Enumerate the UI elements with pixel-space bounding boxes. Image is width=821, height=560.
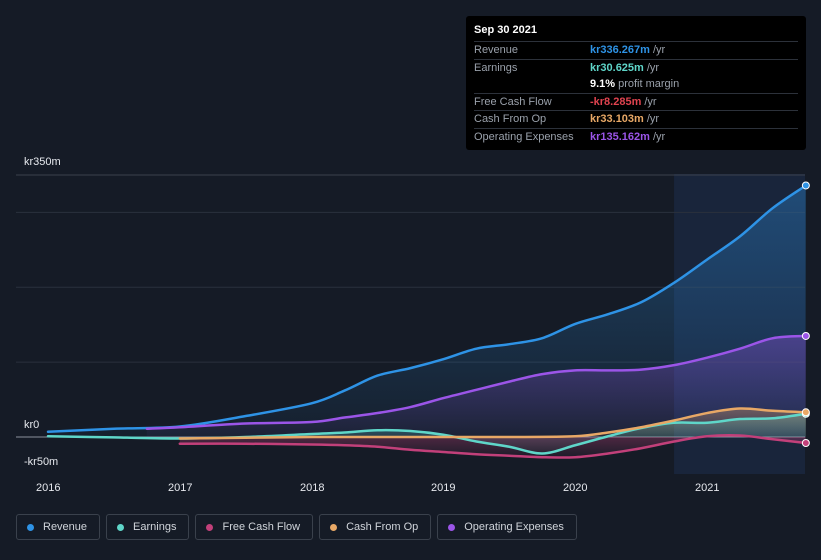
cash-from-op-end-marker: [801, 408, 810, 417]
legend-label: Earnings: [133, 521, 177, 533]
legend-dot: [448, 523, 456, 531]
x-axis-label-2021: 2021: [695, 482, 720, 494]
legend-item-revenue[interactable]: Revenue: [16, 514, 101, 540]
x-axis-label-2017: 2017: [168, 482, 193, 494]
legend-item-operating-expenses[interactable]: Operating Expenses: [437, 514, 577, 540]
revenue-end-marker: [801, 181, 810, 190]
legend-label: Revenue: [43, 521, 88, 533]
legend-label: Cash From Op: [346, 521, 419, 533]
tooltip-value: kr30.625m: [590, 61, 644, 74]
tooltip-unit: /yr: [652, 130, 666, 143]
x-axis-label-2016: 2016: [36, 482, 61, 494]
tooltip-row-cash-from-op: Cash From Op kr33.103m /yr: [474, 111, 798, 129]
y-axis-label-top: kr350m: [24, 156, 61, 168]
free-cash-flow-line: [178, 434, 808, 459]
tooltip-value: 9.1%: [590, 78, 616, 90]
tooltip-label: Revenue: [474, 44, 519, 56]
legend-dot: [117, 523, 125, 531]
tooltip-row-free-cash-flow: Free Cash Flow -kr8.285m /yr: [474, 94, 798, 111]
tooltip-label: Cash From Op: [474, 113, 547, 125]
legend-label: Operating Expenses: [464, 521, 564, 533]
tooltip-row-operating-expenses: Operating Expenses kr135.162m /yr: [474, 129, 798, 146]
chart-legend: Revenue Earnings Free Cash Flow Cash Fro…: [16, 514, 577, 542]
legend-dot: [27, 523, 34, 531]
tooltip-label: Earnings: [474, 61, 518, 74]
cash-from-op-line: [178, 407, 808, 440]
tooltip-value: -kr8.285m: [590, 95, 642, 108]
legend-item-earnings[interactable]: Earnings: [106, 514, 190, 540]
data-tooltip: Sep 30 2021 Revenue kr336.267m /yr Earni…: [466, 16, 806, 150]
x-axis-label-2018: 2018: [300, 482, 325, 494]
tooltip-value: kr135.162m: [590, 130, 650, 143]
y-axis-label-bottom: -kr50m: [24, 456, 59, 468]
tooltip-unit: profit margin: [618, 78, 680, 90]
tooltip-label: Operating Expenses: [474, 130, 574, 143]
legend-label: Free Cash Flow: [222, 521, 301, 533]
tooltip-label: [474, 76, 590, 93]
tooltip-value: kr33.103m: [590, 113, 644, 125]
tooltip-unit: /yr: [646, 61, 660, 74]
legend-dot: [206, 523, 214, 531]
y-axis-label-zero: kr0: [24, 419, 40, 431]
x-axis-label-2019: 2019: [431, 482, 456, 494]
tooltip-date: Sep 30 2021: [474, 24, 798, 42]
tooltip-row-revenue: Revenue kr336.267m /yr: [474, 42, 798, 60]
tooltip-unit: /yr: [644, 95, 657, 108]
tooltip-label: Free Cash Flow: [474, 95, 552, 108]
legend-dot: [330, 523, 338, 531]
operating-expenses-end-marker: [801, 331, 810, 340]
operating-expenses-area: [146, 335, 806, 437]
cash-from-op-area: [179, 408, 806, 439]
tooltip-unit: /yr: [652, 44, 666, 56]
free-cash-flow-area: [179, 435, 806, 458]
tooltip-row-profit-margin: 9.1% profit margin: [474, 76, 798, 94]
revenue-line: [46, 184, 808, 434]
operating-expenses-line: [145, 334, 808, 431]
tooltip-unit: /yr: [646, 113, 660, 125]
free-cash-flow-end-marker: [801, 438, 810, 447]
legend-item-cash-from-op[interactable]: Cash From Op: [319, 514, 432, 540]
x-axis-label-2020: 2020: [563, 482, 588, 494]
legend-item-free-cash-flow[interactable]: Free Cash Flow: [195, 514, 314, 540]
tooltip-value: kr336.267m: [590, 44, 650, 56]
tooltip-row-earnings: Earnings kr30.625m /yr: [474, 60, 798, 77]
